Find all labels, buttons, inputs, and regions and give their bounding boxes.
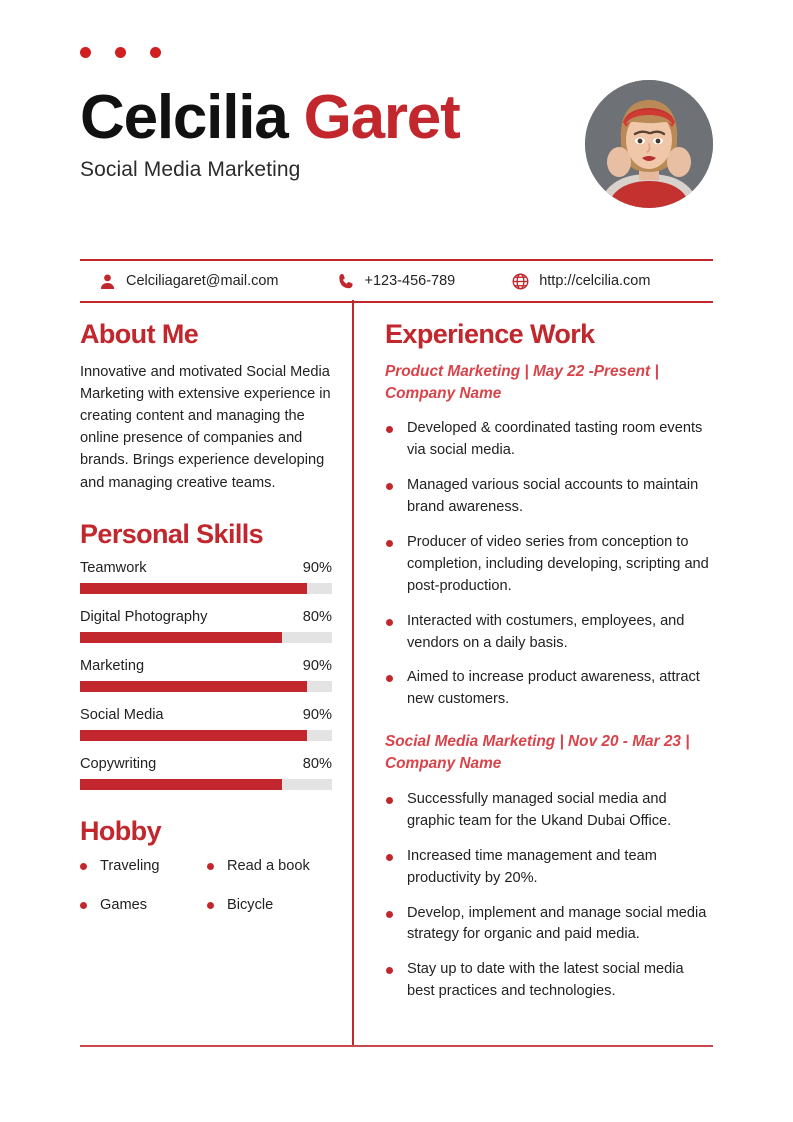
contact-bar: Celciliagaret@mail.com +123-456-789 xyxy=(80,259,713,303)
job-bullet: Producer of video series from conception… xyxy=(385,532,713,598)
skill-label: Teamwork xyxy=(80,560,147,577)
hobby-label: Traveling xyxy=(100,858,160,875)
job-bullet: Successfully managed social media and gr… xyxy=(385,789,713,833)
hobby-label: Games xyxy=(100,897,148,914)
about-title: About Me xyxy=(80,319,199,349)
hobby-item: Bicycle xyxy=(207,897,332,913)
job-bullet: Managed various social accounts to maint… xyxy=(385,475,713,519)
hobby-title: Hobby xyxy=(80,816,162,847)
bullet-icon xyxy=(207,901,214,909)
skill-item: Social Media 90% xyxy=(80,707,332,742)
skill-item: Copywriting 80% xyxy=(80,756,332,791)
skill-item: Teamwork 90% xyxy=(80,560,332,595)
skills-section: Personal Skills Teamwork 90% Digital Pho… xyxy=(80,518,332,791)
job-bullet: Stay up to date with the latest social m… xyxy=(385,959,713,1003)
hobby-item: Traveling xyxy=(80,858,207,874)
hobby-item: Games xyxy=(80,897,207,913)
job-bullet-list: Developed & coordinated tasting room eve… xyxy=(385,418,713,711)
skill-label: Copywriting xyxy=(80,756,157,773)
skill-label: Digital Photography xyxy=(80,609,208,626)
person-icon xyxy=(98,272,117,291)
hobby-item: Read a book xyxy=(207,858,332,874)
skill-bar-track xyxy=(80,583,332,595)
skill-item: Marketing 90% xyxy=(80,658,332,693)
header: Celcilia Garet Social Media Marketing xyxy=(80,80,713,215)
name-block: Celcilia Garet Social Media Marketing xyxy=(80,83,461,182)
about-section: About Me Innovative and motivated Social… xyxy=(80,319,332,494)
bullet-icon xyxy=(207,862,214,870)
experience-job: Product Marketing | May 22 -Present | Co… xyxy=(385,361,713,712)
job-subtitle: Social Media Marketing xyxy=(80,158,301,182)
decorative-dots xyxy=(80,47,161,58)
dot-icon xyxy=(115,47,126,58)
column-divider xyxy=(352,300,354,1046)
contact-phone-text: +123-456-789 xyxy=(364,273,456,289)
avatar xyxy=(585,80,713,208)
about-text: Innovative and motivated Social Media Ma… xyxy=(80,363,331,491)
contact-email-text: Celciliagaret@mail.com xyxy=(126,273,279,289)
skill-percent: 90% xyxy=(302,707,332,724)
job-bullet: Develop, implement and manage social med… xyxy=(385,903,713,947)
job-bullet: Developed & coordinated tasting room eve… xyxy=(385,418,713,462)
skill-bar-track xyxy=(80,681,332,693)
bullet-icon xyxy=(80,901,87,909)
contact-phone[interactable]: +123-456-789 xyxy=(337,272,456,291)
skill-percent: 80% xyxy=(302,756,332,773)
hobby-label: Bicycle xyxy=(227,897,274,914)
skill-bar-fill xyxy=(80,730,307,742)
right-column: Experience Work Product Marketing | May … xyxy=(385,319,713,1003)
bullet-icon xyxy=(80,862,87,870)
job-bullet-list: Successfully managed social media and gr… xyxy=(385,789,713,1003)
hobby-section: Hobby Traveling Read a book Games Bicycl… xyxy=(80,817,332,913)
skill-bar-track xyxy=(80,779,332,791)
contact-email[interactable]: Celciliagaret@mail.com xyxy=(98,272,279,291)
skill-bar-track xyxy=(80,730,332,742)
globe-icon xyxy=(511,272,530,291)
contact-website[interactable]: http://celcilia.com xyxy=(511,272,650,291)
last-name: Garet xyxy=(303,83,461,152)
skill-bar-fill xyxy=(80,779,282,791)
skill-bar-fill xyxy=(80,583,307,595)
skills-title: Personal Skills xyxy=(80,518,264,549)
dot-icon xyxy=(150,47,161,58)
skill-bar-fill xyxy=(80,632,282,644)
job-heading: Product Marketing | May 22 -Present | Co… xyxy=(385,362,659,402)
skill-label: Social Media xyxy=(80,707,164,724)
skill-bar-track xyxy=(80,632,332,644)
hobby-grid: Traveling Read a book Games Bicycle xyxy=(80,858,332,913)
hobby-label: Read a book xyxy=(227,858,310,875)
bottom-rule xyxy=(80,1045,713,1047)
skill-percent: 80% xyxy=(302,609,332,626)
job-bullet: Aimed to increase product awareness, att… xyxy=(385,667,713,711)
job-bullet: Increased time management and team produ… xyxy=(385,846,713,890)
job-bullet: Interacted with costumers, employees, an… xyxy=(385,611,713,655)
contact-website-text: http://celcilia.com xyxy=(539,273,651,289)
skill-item: Digital Photography 80% xyxy=(80,609,332,644)
job-heading: Social Media Marketing | Nov 20 - Mar 23… xyxy=(385,733,690,773)
dot-icon xyxy=(80,47,91,58)
page-title: Celcilia Garet xyxy=(80,83,461,152)
skill-percent: 90% xyxy=(302,658,332,675)
experience-job: Social Media Marketing | Nov 20 - Mar 23… xyxy=(385,731,713,1003)
experience-title: Experience Work xyxy=(385,319,595,349)
skill-label: Marketing xyxy=(80,658,145,675)
first-name: Celcilia xyxy=(80,83,289,152)
skill-percent: 90% xyxy=(302,560,332,577)
phone-icon xyxy=(337,272,356,291)
skill-bar-fill xyxy=(80,681,307,693)
left-column: About Me Innovative and motivated Social… xyxy=(80,319,332,913)
